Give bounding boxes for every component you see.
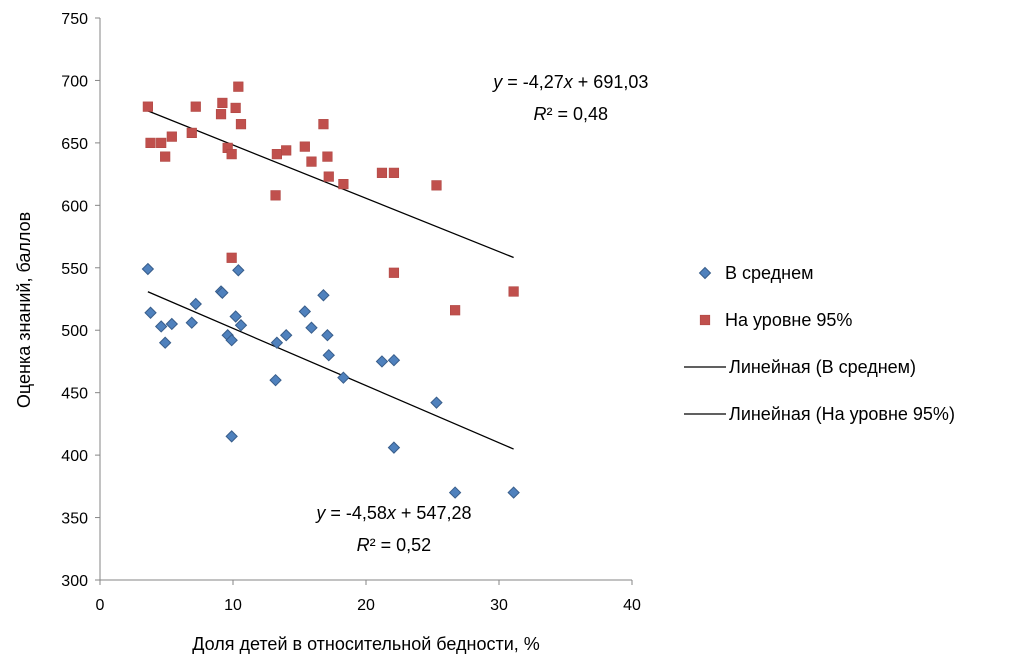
series-1-point [158, 336, 172, 349]
series-1-point [216, 286, 229, 299]
series-2-point [388, 267, 400, 278]
series-1-point [269, 373, 282, 387]
series-1-point [234, 319, 248, 332]
series-2-point [271, 149, 282, 160]
y-axis-title: Оценка знаний, баллов [14, 212, 34, 408]
series-1-point [189, 297, 202, 311]
legend: В среднем На уровне 95% Линейная (В средне… [684, 263, 955, 424]
series-2-point [226, 252, 237, 263]
series-2-point [190, 101, 201, 112]
series-2-point [318, 119, 329, 130]
series-2-point [323, 171, 334, 182]
series-2-point [145, 137, 156, 148]
series-2-point [230, 102, 241, 114]
legend-label-4: Линейная (На уровне 95%) [729, 404, 955, 424]
series-1-point [141, 262, 155, 276]
series-2-point [142, 101, 153, 112]
series-1-point [375, 355, 389, 368]
y-tick-label: 600 [61, 198, 88, 215]
series-1-point [298, 305, 312, 318]
x-axis-title: Доля детей в относительной бедности, % [192, 634, 540, 654]
series-2-point [215, 109, 227, 120]
trendline-r2-2: R² = 0,48 [534, 104, 609, 124]
series-1-point [321, 329, 334, 342]
legend-label-2: На уровне 95% [725, 310, 852, 330]
y-tick-label: 550 [61, 261, 88, 278]
series-1-point [387, 353, 401, 367]
series-2-point [376, 167, 388, 178]
plot-area: 300 350 400 450 500 550 600 650 700 750 0 10 20 30 40… [61, 11, 648, 614]
series-1-point [448, 486, 462, 499]
series-2-point [186, 127, 197, 138]
data-points [141, 81, 520, 499]
y-tick-label: 500 [61, 323, 88, 340]
series-2-point [306, 156, 317, 167]
y-tick-label: 450 [61, 386, 88, 403]
series-1-point [225, 334, 238, 347]
series-1-point [430, 396, 443, 409]
x-axis-ticks: 0 10 20 30 40 [96, 580, 641, 614]
series-2-point [166, 131, 177, 142]
y-tick-label: 400 [61, 448, 88, 465]
series-1-point [387, 441, 401, 454]
series-2-point [450, 305, 461, 316]
series-1-point [279, 329, 293, 342]
trendline-equation-2: y = -4,27x + 691,03 [491, 72, 648, 92]
series-1-point [337, 371, 350, 384]
trend-line-2 [147, 110, 514, 259]
legend-swatch-1 [698, 266, 712, 280]
series-1-point [185, 316, 198, 329]
series-1-point [270, 336, 284, 349]
y-tick-label: 350 [61, 511, 88, 528]
series-2-point [508, 286, 519, 297]
trend-lines [147, 110, 514, 450]
x-tick-label: 40 [623, 597, 641, 614]
trendline-r2-1: R² = 0,52 [357, 535, 432, 555]
y-tick-label: 650 [61, 136, 88, 153]
series-1-point [507, 486, 520, 499]
series-1-point [165, 317, 179, 331]
series-1-point [322, 348, 335, 362]
trendline-equations: y = -4,58x + 547,28 R² = 0,52 y = -4,27x +… [314, 72, 648, 555]
series-2-point [388, 167, 400, 178]
y-tick-label: 300 [61, 573, 88, 590]
series-2-point [431, 180, 442, 191]
y-axis-ticks: 300 350 400 450 500 550 600 650 700 750 [61, 11, 100, 590]
series-1-point [144, 306, 157, 319]
trendline-equation-1: y = -4,58x + 547,28 [314, 503, 471, 523]
series-2-point [226, 149, 237, 160]
x-tick-label: 10 [224, 597, 242, 614]
trend-line-1 [147, 291, 514, 450]
x-tick-label: 20 [357, 597, 375, 614]
x-tick-label: 0 [96, 597, 105, 614]
legend-label-3: Линейная (В среднем) [729, 357, 916, 377]
y-tick-label: 750 [61, 11, 88, 28]
series-2-point [299, 141, 310, 152]
series-2-point [160, 151, 171, 162]
series-1-point [317, 289, 330, 302]
y-tick-label: 700 [61, 73, 88, 90]
series-2-point [235, 119, 247, 130]
series-2-point [270, 190, 281, 201]
legend-swatch-2 [699, 314, 711, 326]
series-2-point [217, 97, 228, 109]
series-1-point [154, 320, 168, 333]
series-2-point [322, 151, 333, 162]
series-2-point [281, 145, 292, 156]
series-2-point [156, 137, 167, 148]
x-tick-label: 30 [490, 597, 508, 614]
series-1-point [232, 264, 245, 277]
series-1-point [225, 430, 238, 443]
series-2-point [338, 179, 349, 190]
series-1-point [305, 321, 318, 334]
series-2-point [233, 81, 244, 92]
series-1-point [229, 310, 242, 323]
legend-label-1: В среднем [725, 263, 813, 283]
